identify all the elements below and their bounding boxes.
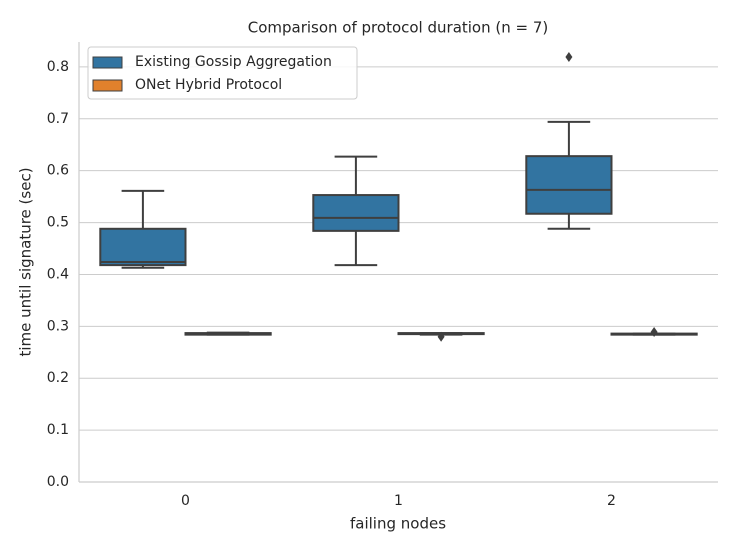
legend-label: ONet Hybrid Protocol <box>135 77 282 93</box>
chart-title: Comparison of protocol duration (n = 7) <box>248 19 549 37</box>
y-tick-label: 0.2 <box>47 370 69 386</box>
box <box>99 227 187 267</box>
flier <box>437 331 445 342</box>
box <box>525 155 613 215</box>
y-tick-label: 0.5 <box>47 215 69 231</box>
y-tick-label: 0.1 <box>47 422 69 438</box>
y-tick-label: 0.8 <box>47 59 69 75</box>
legend-swatch <box>92 79 123 92</box>
x-tick-label: 0 <box>181 493 190 509</box>
y-tick-label: 0.6 <box>47 163 69 179</box>
legend-label: Existing Gossip Aggregation <box>135 54 332 70</box>
legend-box <box>87 46 358 100</box>
legend-swatch <box>92 56 123 69</box>
y-tick-label: 0.3 <box>47 318 69 334</box>
x-tick-label: 1 <box>394 493 403 509</box>
y-tick-label: 0.4 <box>47 266 69 282</box>
y-tick-label: 0.7 <box>47 111 69 127</box>
x-axis-label: failing nodes <box>350 515 446 533</box>
flier <box>565 52 573 63</box>
y-axis-label: time until signature (sec) <box>17 167 35 356</box>
flier <box>650 327 658 338</box>
box <box>312 194 400 232</box>
x-tick-label: 2 <box>607 493 616 509</box>
y-tick-label: 0.0 <box>47 474 69 490</box>
